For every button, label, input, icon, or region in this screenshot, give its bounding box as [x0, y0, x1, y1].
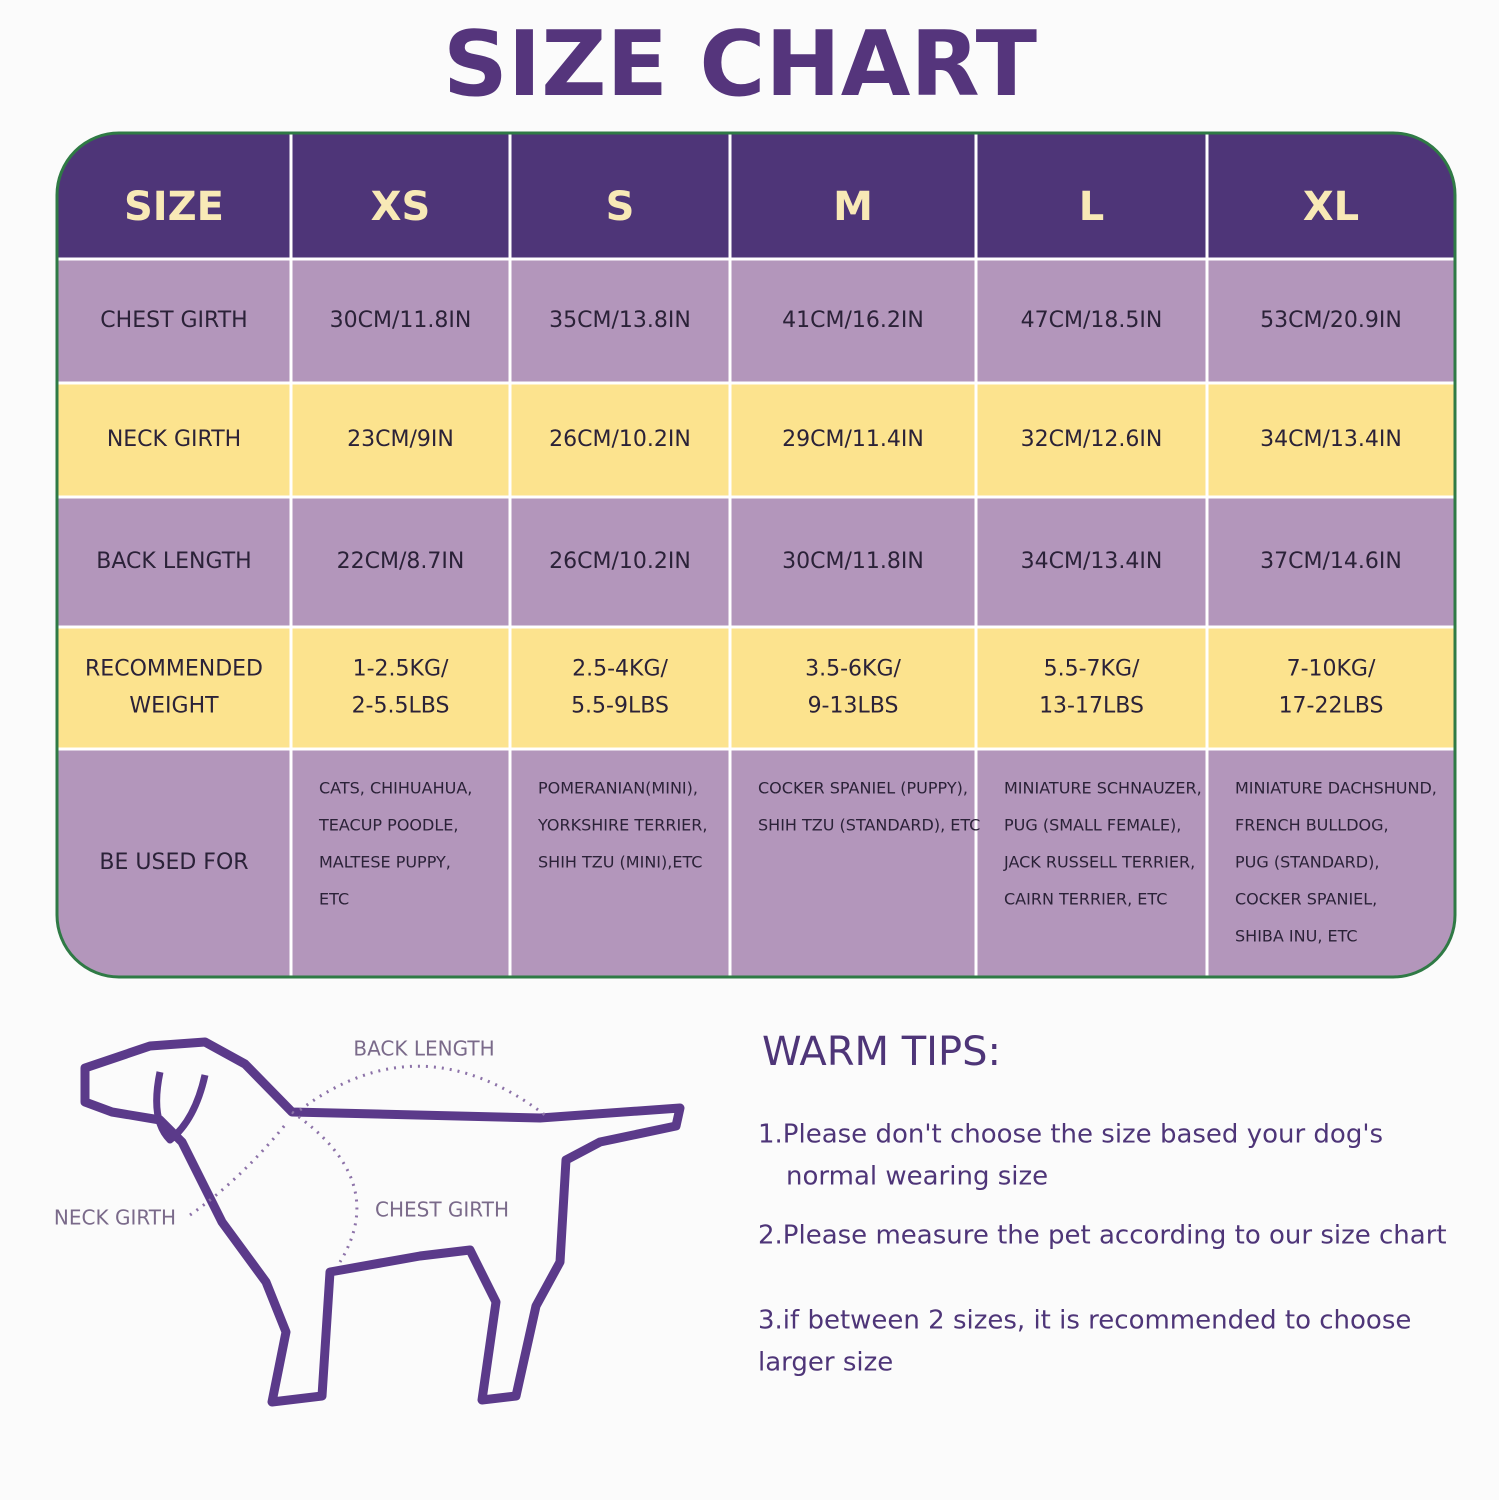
cell-text: SHIH TZU (STANDARD), ETC [758, 816, 980, 835]
cell-text: 26CM/10.2IN [549, 549, 691, 574]
cell-text: TEACUP POODLE, [318, 816, 458, 835]
tip-text: 1.Please don't choose the size based you… [758, 1120, 1383, 1150]
cell-text: PUG (SMALL FEMALE), [1004, 816, 1181, 835]
cell-text: 13-17LBS [1039, 694, 1144, 719]
cell-text: POMERANIAN(MINI), [538, 779, 698, 798]
cell-text: YORKSHIRE TERRIER, [537, 816, 707, 835]
row-bg [57, 133, 1455, 259]
diagram-label: BACK LENGTH [353, 1037, 494, 1061]
row-bg [57, 383, 1455, 497]
tips: 1.Please don't choose the size based you… [758, 1120, 1447, 1378]
cell-text: 53CM/20.9IN [1260, 308, 1402, 333]
diagram-label: CHEST GIRTH [375, 1198, 509, 1222]
cell-text: MALTESE PUPPY, [319, 853, 451, 872]
cell-text: SHIBA INU, ETC [1235, 927, 1358, 946]
cell-text: WEIGHT [129, 694, 219, 719]
header-cell: M [833, 184, 873, 230]
cell-text: 2.5-4KG/ [572, 657, 668, 682]
size-table: SIZE XS S M L XL CHEST GIRTH 30CM/11.8IN 35CM/13… [57, 133, 1455, 977]
cell-text: CHEST GIRTH [100, 308, 247, 333]
header-cell: L [1079, 184, 1105, 230]
cell-text: 47CM/18.5IN [1021, 308, 1163, 333]
cell-text: BE USED FOR [99, 850, 248, 875]
cell-text: JACK RUSSELL TERRIER, [1003, 853, 1195, 872]
header-cell: SIZE [124, 184, 224, 230]
cell-text: 29CM/11.4IN [782, 427, 924, 452]
cell-text: 34CM/13.4IN [1260, 427, 1402, 452]
cell-text: 35CM/13.8IN [549, 308, 691, 333]
table-border [55, 131, 1457, 979]
measure-lines [189, 1064, 546, 1263]
cell-text: ETC [319, 890, 349, 909]
header-cell: XL [1303, 184, 1359, 230]
cell-text: 7-10KG/ [1287, 657, 1376, 682]
cell-text: SHIH TZU (MINI),ETC [538, 853, 702, 872]
cell-text: 41CM/16.2IN [782, 308, 924, 333]
cell-text: NECK GIRTH [107, 427, 241, 452]
tip-text: normal wearing size [786, 1162, 1048, 1192]
diagram-label: NECK GIRTH [54, 1206, 176, 1230]
cell-text: 32CM/12.6IN [1021, 427, 1163, 452]
cell-text: COCKER SPANIEL, [1235, 890, 1377, 909]
tip-text: larger size [758, 1348, 893, 1378]
row-bg [57, 627, 1455, 749]
cell-text: CAIRN TERRIER, ETC [1004, 890, 1167, 909]
title: SIZE CHART [443, 12, 1037, 117]
cell-text: MINIATURE SCHNAUZER, [1004, 779, 1202, 798]
cell-text: 9-13LBS [808, 694, 899, 719]
cell-text: 23CM/9IN [347, 427, 454, 452]
cell-text: FRENCH BULLDOG, [1235, 816, 1389, 835]
cell-text: 17-22LBS [1279, 694, 1384, 719]
cell-text: 22CM/8.7IN [337, 549, 465, 574]
cell-text: CATS, CHIHUAHUA, [319, 779, 472, 798]
header-cell: XS [371, 184, 431, 230]
cell-text: PUG (STANDARD), [1235, 853, 1379, 872]
tips-title: WARM TIPS: [762, 1029, 1001, 1075]
cell-text: 37CM/14.6IN [1260, 549, 1402, 574]
cell-text: 1-2.5KG/ [353, 657, 449, 682]
cell-text: COCKER SPANIEL (PUPPY), [758, 779, 968, 798]
cell-text: 30CM/11.8IN [330, 308, 472, 333]
tip-text: 2.Please measure the pet according to ou… [758, 1221, 1447, 1251]
cell-text: MINIATURE DACHSHUND, [1235, 779, 1437, 798]
cell-text: 30CM/11.8IN [782, 549, 924, 574]
row-bg [57, 497, 1455, 627]
cell-text: 34CM/13.4IN [1021, 549, 1163, 574]
cell-text: 26CM/10.2IN [549, 427, 691, 452]
header-cell: S [606, 184, 635, 230]
row-bg [57, 259, 1455, 383]
cell-text: BACK LENGTH [96, 549, 251, 574]
cell-text: 2-5.5LBS [352, 694, 450, 719]
cell-text: RECOMMENDED [85, 657, 263, 682]
dog-outline [80, 1037, 685, 1407]
cell-text: 5.5-7KG/ [1044, 657, 1140, 682]
tip-text: 3.if between 2 sizes, it is recommended … [758, 1306, 1411, 1336]
cell-text: 3.5-6KG/ [805, 657, 901, 682]
cell-text: 5.5-9LBS [571, 694, 669, 719]
